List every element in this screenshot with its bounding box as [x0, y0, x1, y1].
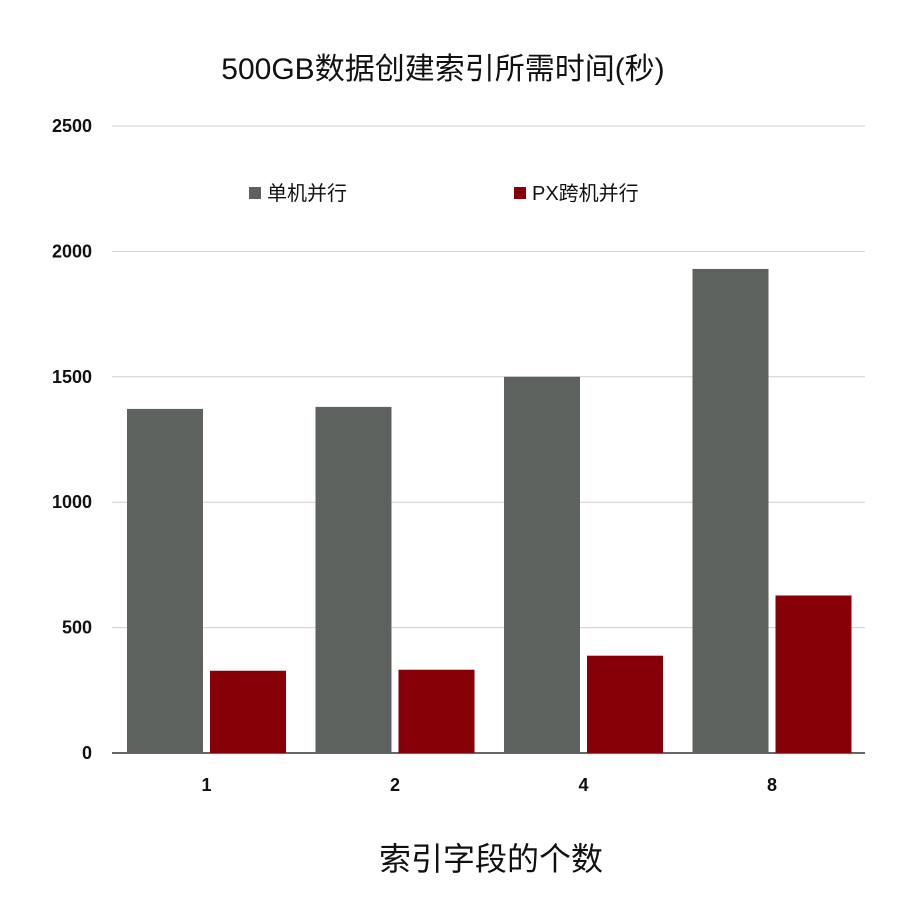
bar	[775, 595, 852, 753]
bar	[398, 669, 475, 753]
y-tick-label: 500	[62, 618, 92, 638]
bar	[210, 670, 286, 753]
bar	[127, 408, 203, 753]
y-tick-label: 2000	[52, 241, 92, 261]
x-axis-title: 索引字段的个数	[378, 841, 603, 877]
y-axis-ticks: 0 500 1000 1500 2000 2500	[52, 116, 92, 763]
bar	[587, 655, 663, 753]
x-tick-label: 1	[201, 775, 211, 795]
bar	[504, 376, 580, 753]
y-tick-label: 1500	[52, 367, 92, 387]
chart-title: 500GB数据创建索引所需时间(秒)	[221, 53, 665, 86]
bar	[315, 406, 392, 753]
y-tick-label: 2500	[52, 116, 92, 136]
x-tick-label: 4	[578, 775, 588, 795]
legend-label: PX跨机并行	[532, 182, 639, 205]
legend: 单机并行 PX跨机并行	[249, 182, 639, 205]
legend-swatch	[514, 187, 526, 199]
bars	[127, 268, 852, 753]
legend-swatch	[249, 187, 261, 199]
bar	[692, 268, 769, 753]
x-tick-label: 8	[767, 775, 777, 795]
x-tick-label: 2	[390, 775, 400, 795]
legend-label: 单机并行	[267, 182, 347, 205]
x-axis-ticks: 1 2 4 8	[201, 775, 777, 795]
y-tick-label: 1000	[52, 492, 92, 512]
y-tick-label: 0	[82, 743, 92, 763]
